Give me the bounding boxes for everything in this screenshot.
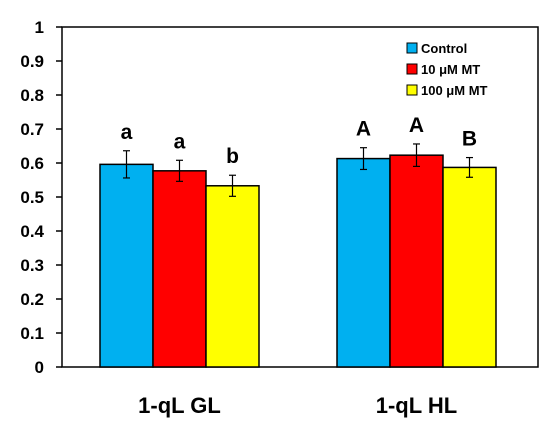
bar <box>442 166 497 368</box>
x-category-label: 1-qL GL <box>138 393 221 418</box>
y-tick-label: 1 <box>35 18 44 37</box>
bar <box>152 170 207 368</box>
y-tick-label: 0.2 <box>20 290 44 309</box>
y-tick-label: 0.6 <box>20 154 44 173</box>
x-axis-labels: 1-qL GL 1-qL HL <box>138 393 457 418</box>
bar <box>336 157 391 368</box>
y-tick-label: 0.4 <box>20 222 44 241</box>
y-tick-label: 0.8 <box>20 86 44 105</box>
bars <box>99 154 497 368</box>
y-tick-label: 0.7 <box>20 120 44 139</box>
y-tick-label: 0.3 <box>20 256 44 275</box>
error-bars <box>123 143 473 197</box>
significance-letter: B <box>462 128 477 151</box>
significance-letter: A <box>356 118 371 141</box>
legend-swatch <box>406 63 418 75</box>
bar <box>99 163 154 368</box>
legend-swatch <box>406 84 418 96</box>
bar <box>205 185 260 368</box>
y-axis: 0 0.1 0.2 0.3 0.4 0.5 0.6 0.7 0.8 0.9 1 <box>20 18 62 377</box>
significance-labels: a a b A A B <box>121 114 477 168</box>
significance-letter: a <box>121 121 133 144</box>
legend-label: Control <box>421 41 467 56</box>
significance-letter: A <box>409 114 424 137</box>
significance-letter: b <box>226 145 239 168</box>
y-tick-label: 0.5 <box>20 188 44 207</box>
bar <box>389 154 444 368</box>
y-tick-label: 0.9 <box>20 52 44 71</box>
legend: Control 10 μM MT 100 μM MT <box>406 41 488 98</box>
legend-swatch <box>406 42 418 54</box>
y-tick-label: 0 <box>35 358 44 377</box>
legend-label: 10 μM MT <box>421 62 480 77</box>
significance-letter: a <box>174 130 186 153</box>
y-tick-label: 0.1 <box>20 324 44 343</box>
x-category-label: 1-qL HL <box>376 393 457 418</box>
legend-label: 100 μM MT <box>421 83 488 98</box>
